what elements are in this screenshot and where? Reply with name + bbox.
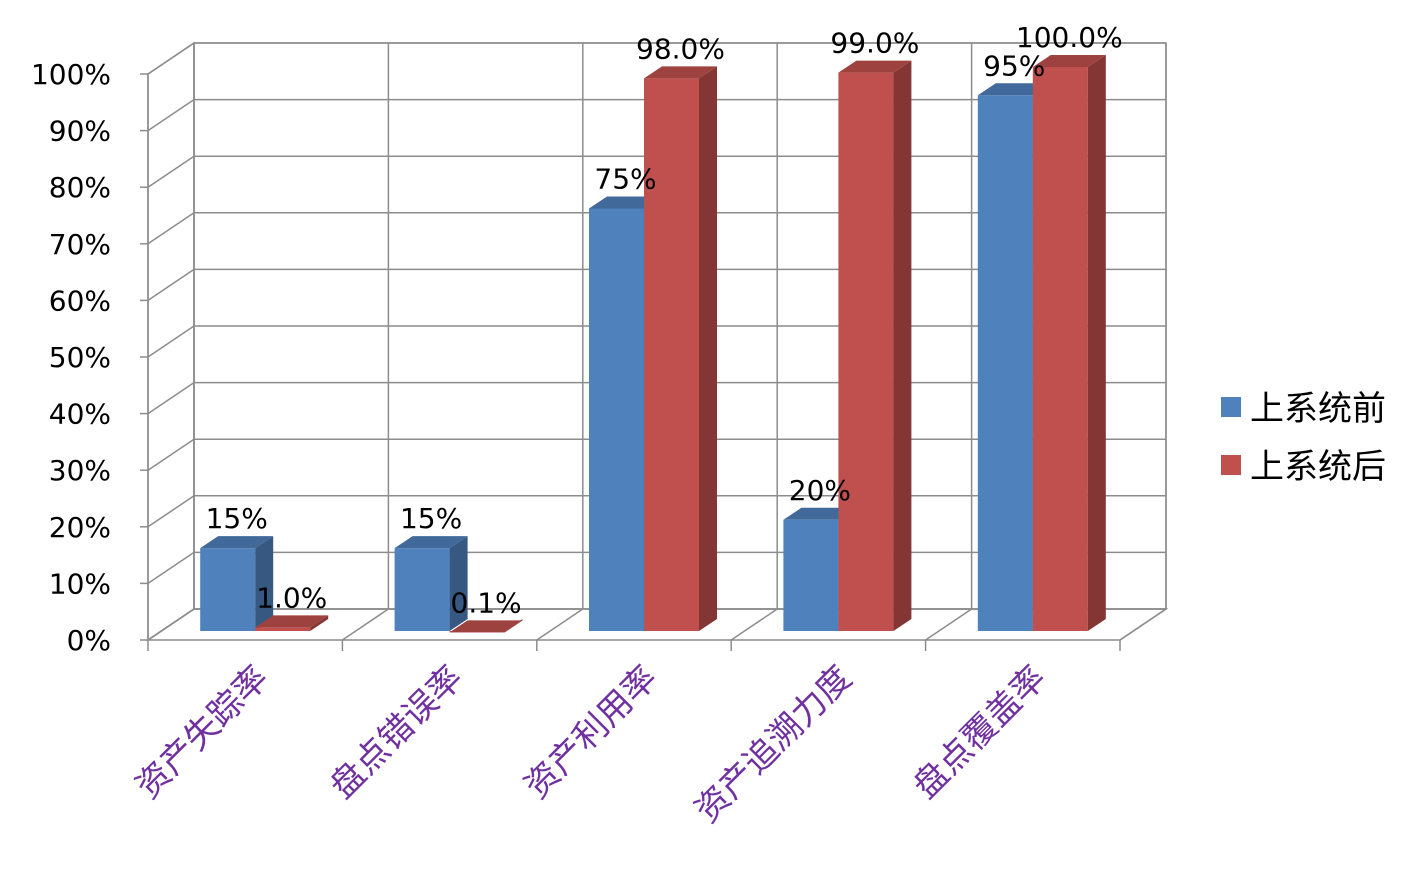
x-tick-label: 资产利用率 [517, 658, 665, 806]
y-tick-label: 0% [67, 624, 111, 657]
bar-side [893, 60, 912, 632]
bar-top [838, 60, 912, 73]
x-tick-label: 盘点错误率 [322, 658, 470, 806]
bar-side [699, 66, 717, 631]
y-tick-label: 60% [49, 284, 111, 317]
gridline-side [147, 212, 195, 245]
bar-top [255, 615, 329, 628]
data-label: 99.0% [830, 27, 919, 60]
gridline-side [147, 551, 195, 585]
legend: 上系统前 上系统后 [1221, 389, 1386, 487]
legend-label-series-1: 上系统前 [1250, 389, 1386, 429]
bar-top [783, 507, 857, 520]
x-tick-label: 资产追溯力度 [687, 658, 860, 831]
bar-side [449, 536, 468, 631]
gridline-side [147, 268, 195, 302]
bar-front [1032, 67, 1088, 631]
bar [255, 615, 329, 631]
data-label: 1.0% [256, 581, 327, 614]
data-label: 100.0% [1016, 21, 1123, 54]
y-tick-label: 90% [49, 115, 111, 148]
floor-divider [536, 608, 584, 641]
data-label: 20% [789, 474, 851, 507]
data-label: 15% [400, 502, 462, 535]
bar-top [394, 536, 468, 549]
y-tick-label: 70% [49, 228, 111, 261]
bar [838, 60, 912, 632]
bar-top [589, 196, 662, 209]
y-axis-ticks: 0% 10% 20% 30% 40% 50% 60% 70% 80% 90% 100% [31, 58, 111, 657]
bar [1032, 55, 1106, 631]
y-tick-label: 20% [49, 511, 111, 544]
bar-top [449, 620, 523, 633]
gridline-side [147, 42, 195, 75]
y-tick-label: 50% [49, 341, 111, 374]
x-axis-ticks: 资产失踪率 盘点错误率 资产利用率 资产追溯力度 盘点覆盖率 [128, 658, 1054, 831]
bar [200, 536, 274, 631]
gridline-side [147, 381, 195, 415]
gridline-side [147, 325, 195, 358]
floor-divider [341, 608, 389, 641]
bar-side [310, 615, 329, 631]
gridline-side [147, 155, 195, 188]
bar-front [589, 208, 644, 631]
y-tick-label: 80% [49, 171, 111, 204]
bar-front [783, 519, 839, 631]
bar-side [1087, 55, 1106, 631]
data-label: 95% [983, 49, 1045, 82]
x-tick-label: 盘点覆盖率 [906, 658, 1054, 806]
legend-swatch-series-1 [1221, 397, 1241, 417]
data-label: 75% [594, 163, 656, 196]
data-label: 0.1% [451, 586, 522, 619]
bar-top [644, 66, 717, 79]
floor-divider [1119, 608, 1167, 641]
floor-divider [730, 608, 778, 641]
bar [644, 66, 717, 631]
data-label: 98.0% [636, 32, 725, 65]
y-tick-label: 10% [49, 567, 111, 600]
bar-front [644, 78, 699, 631]
bar-top [200, 536, 274, 549]
x-tick-label: 资产失踪率 [128, 658, 276, 806]
bar-front [838, 72, 894, 631]
bar-front [200, 548, 256, 631]
bar [394, 536, 468, 631]
bar-front [977, 95, 1033, 632]
bar [449, 619, 523, 633]
bar-top [1032, 55, 1106, 67]
bars [200, 55, 1106, 633]
bar-front [394, 548, 450, 631]
bar-top [977, 83, 1051, 96]
bar-front [255, 627, 311, 631]
y-tick-label: 40% [49, 398, 111, 431]
gridline-side [147, 98, 195, 132]
gridline-side [147, 608, 195, 641]
y-tick-label: 100% [31, 58, 111, 91]
floor-divider [925, 608, 973, 641]
gridline-side [147, 495, 195, 528]
data-label: 15% [206, 502, 268, 535]
legend-swatch-series-2 [1221, 455, 1241, 475]
y-tick-label: 30% [49, 454, 111, 487]
gridline-side [147, 438, 195, 471]
legend-label-series-2: 上系统后 [1250, 447, 1386, 487]
data-labels: 15% 1.0% 15% 0.1% 75% 98.0% 20% 99.0% 95%100.0% [206, 21, 1123, 619]
bar-side [255, 536, 274, 631]
